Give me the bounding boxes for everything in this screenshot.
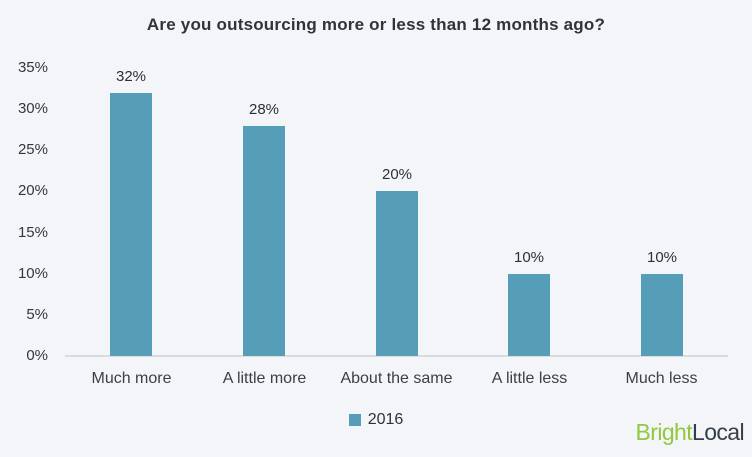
y-tick-label: 10%: [17, 264, 48, 282]
bar-value-label: 28%: [248, 101, 280, 118]
legend-label: 2016: [367, 411, 404, 428]
x-category-label: About the same: [340, 370, 453, 387]
legend: 2016: [0, 412, 752, 428]
y-tick-label: 0%: [26, 347, 48, 364]
chart-title: Are you outsourcing more or less than 12…: [146, 15, 606, 34]
bar-about-the-same: [376, 191, 418, 356]
x-category-label: Much more: [91, 370, 172, 387]
bar-value-label: 10%: [646, 249, 678, 266]
x-axis-line: [65, 355, 728, 357]
brand-logo-local: Local: [692, 419, 745, 445]
x-category-label: A little less: [491, 370, 568, 387]
bar-value-label: 32%: [115, 68, 147, 85]
x-category-label: A little more: [222, 370, 307, 387]
bar-value-label: 20%: [381, 166, 413, 183]
x-category-label: Much less: [625, 370, 698, 387]
y-tick-label: 5%: [26, 305, 48, 323]
legend-swatch-2016: [348, 414, 361, 426]
bar-much-less: [641, 274, 683, 356]
bar-a-little-more: [243, 126, 285, 356]
brand-logo-bright: Bright: [635, 419, 693, 445]
bar-value-label: 10%: [513, 249, 545, 266]
y-tick-label: 35%: [17, 59, 48, 76]
bar-a-little-less: [508, 274, 550, 356]
brightlocal-logo: BrightLocal: [635, 419, 745, 445]
bar-much-more: [110, 93, 152, 356]
y-tick-label: 20%: [17, 182, 48, 200]
y-tick-label: 15%: [17, 223, 48, 241]
y-tick-label: 25%: [17, 141, 48, 159]
y-tick-label: 30%: [17, 100, 48, 118]
